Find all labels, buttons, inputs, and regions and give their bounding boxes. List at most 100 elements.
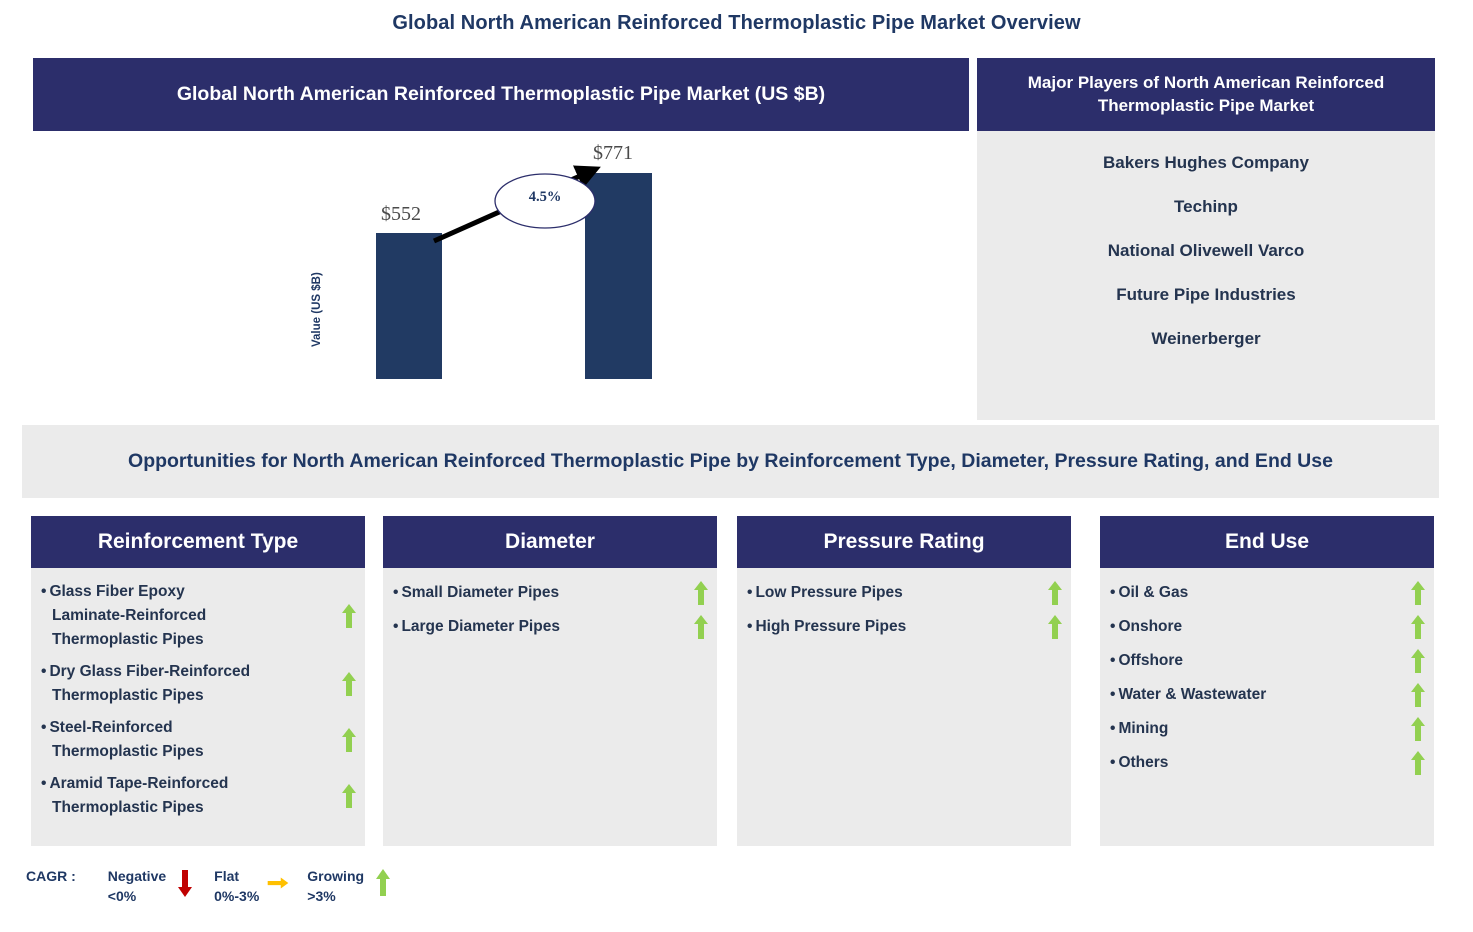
list-item-line1: Large Diameter Pipes — [401, 617, 560, 635]
major-players-list: Bakers Hughes Company Techinp National O… — [977, 131, 1435, 420]
list-item: Weinerberger — [1151, 329, 1261, 348]
arrow-up-icon — [1410, 716, 1426, 742]
legend-item-growing: Growing >3% — [307, 866, 398, 907]
list-item[interactable]: • Others — [1110, 750, 1426, 776]
bullet-icon: • — [393, 617, 399, 635]
list-item-line1: Water & Wastewater — [1118, 685, 1267, 703]
list-item-text: • Offshore — [1110, 649, 1404, 673]
list-item[interactable]: • Steel-Reinforced Thermoplastic Pipes — [41, 716, 357, 764]
column-header: End Use — [1100, 516, 1434, 568]
bullet-icon: • — [1110, 583, 1116, 601]
arrow-up-icon — [341, 671, 357, 697]
list-item-line2: Thermoplastic Pipes — [52, 687, 204, 705]
list-item[interactable]: • Offshore — [1110, 648, 1426, 674]
arrow-up-icon — [693, 580, 709, 606]
arrow-down-icon — [174, 866, 196, 900]
cagr-annotation-label: 4.5% — [528, 189, 562, 205]
list-item-text: • Others — [1110, 751, 1404, 775]
legend-range: <0% — [107, 888, 137, 905]
y-axis-label: Value (US $B) — [311, 272, 323, 347]
list-item-text: • Dry Glass Fiber-Reinforced Thermoplasti… — [41, 660, 335, 708]
column-header: Reinforcement Type — [31, 516, 365, 568]
bullet-icon: • — [1110, 617, 1116, 635]
arrow-right-icon — [267, 866, 289, 900]
bullet-icon: • — [1110, 651, 1116, 669]
column-diameter: Diameter • Small Diameter Pipes • Large Di… — [383, 516, 717, 846]
list-item-text: • Small Diameter Pipes — [393, 581, 687, 605]
market-chart-card: Global North American Reinforced Thermop… — [33, 58, 969, 492]
list-item-line1: Aramid Tape-Reinforced — [49, 775, 229, 793]
column-body: • Small Diameter Pipes • Large Diameter Pi… — [383, 568, 717, 846]
list-item: Future Pipe Industries — [1116, 285, 1296, 304]
list-item-text: • Onshore — [1110, 615, 1404, 639]
list-item-line1: Offshore — [1118, 651, 1184, 669]
list-item-line1: Mining — [1118, 719, 1169, 737]
bullet-icon: • — [393, 583, 399, 601]
arrow-up-icon — [1410, 682, 1426, 708]
list-item[interactable]: • Small Diameter Pipes — [393, 580, 709, 606]
column-header: Pressure Rating — [737, 516, 1071, 568]
list-item[interactable]: • Mining — [1110, 716, 1426, 742]
chart-body: Value (US $B) $552 $771 2025 2032 — [33, 131, 969, 492]
legend-name: Negative — [107, 868, 167, 884]
arrow-up-icon — [341, 727, 357, 753]
page-title: Global North American Reinforced Thermop… — [392, 12, 1081, 34]
list-item-line1: Low Pressure Pipes — [755, 583, 903, 601]
legend-label-growing: Growing >3% — [307, 866, 364, 907]
list-item[interactable]: • Water & Wastewater — [1110, 682, 1426, 708]
list-item-text: • Steel-Reinforced Thermoplastic Pipes — [41, 716, 335, 764]
column-header: Diameter — [383, 516, 717, 568]
opportunities-banner-text: Opportunities for North American Reinfor… — [128, 449, 1333, 472]
column-body: • Low Pressure Pipes • High Pressure Pipes — [737, 568, 1071, 846]
arrow-up-icon — [1047, 580, 1063, 606]
legend-item-negative: Negative <0% — [108, 866, 200, 907]
cagr-arrow — [432, 165, 601, 244]
list-item-text: • Oil & Gas — [1110, 581, 1404, 605]
bar-chart-plot: Value (US $B) $552 $771 2025 2032 — [33, 131, 969, 492]
arrow-up-icon — [1410, 614, 1426, 640]
list-item[interactable]: • Glass Fiber Epoxy Laminate-Reinforced T… — [41, 580, 357, 652]
bullet-icon: • — [41, 583, 47, 600]
arrow-up-icon — [341, 783, 357, 809]
bullet-icon: • — [1110, 685, 1116, 703]
list-item-line1: Steel-Reinforced — [49, 719, 173, 737]
list-item-text: • Water & Wastewater — [1110, 683, 1404, 707]
opportunity-columns: Reinforcement Type • Glass Fiber Epoxy La… — [0, 516, 1473, 846]
arrow-up-icon — [1047, 614, 1063, 640]
list-item[interactable]: • Oil & Gas — [1110, 580, 1426, 606]
list-item-line2: Thermoplastic Pipes — [52, 799, 204, 817]
arrow-up-icon — [1410, 580, 1426, 606]
legend-range: >3% — [307, 888, 336, 905]
opportunities-banner: Opportunities for North American Reinfor… — [22, 425, 1439, 498]
list-item[interactable]: • Dry Glass Fiber-Reinforced Thermoplasti… — [41, 660, 357, 708]
list-item[interactable]: • High Pressure Pipes — [747, 614, 1063, 640]
major-players-card: Major Players of North American Reinforc… — [977, 58, 1435, 420]
bullet-icon: • — [747, 583, 753, 601]
list-item-line1: Others — [1118, 753, 1169, 771]
cagr-legend: CAGR : Negative <0% Flat 0%-3% Growing >… — [26, 866, 412, 907]
list-item-line1: Onshore — [1118, 617, 1183, 635]
list-item-text: • Large Diameter Pipes — [393, 615, 687, 639]
legend-label-negative: Negative <0% — [108, 866, 166, 907]
list-item: Techinp — [1174, 197, 1238, 216]
bullet-icon: • — [1110, 719, 1116, 737]
legend-name: Flat — [214, 868, 240, 884]
chart-card-title: Global North American Reinforced Thermop… — [33, 58, 969, 131]
list-item-line2: Laminate-Reinforced — [52, 607, 207, 625]
list-item[interactable]: • Low Pressure Pipes — [747, 580, 1063, 606]
bar-2032 — [585, 173, 652, 379]
list-item[interactable]: • Large Diameter Pipes — [393, 614, 709, 640]
column-end-use: End Use • Oil & Gas • Onshore — [1100, 516, 1434, 846]
bullet-icon: • — [41, 775, 47, 793]
column-body: • Oil & Gas • Onshore • Offshore — [1100, 568, 1434, 846]
legend-range: 0%-3% — [214, 888, 260, 905]
list-item[interactable]: • Aramid Tape-Reinforced Thermoplastic Pi… — [41, 772, 357, 820]
list-item-text: • Glass Fiber Epoxy Laminate-Reinforced T… — [41, 580, 335, 652]
list-item[interactable]: • Onshore — [1110, 614, 1426, 640]
list-item-line1: High Pressure Pipes — [755, 617, 907, 635]
legend-item-flat: Flat 0%-3% — [214, 866, 293, 907]
list-item-line1: Small Diameter Pipes — [401, 583, 560, 601]
bullet-icon: • — [41, 663, 47, 681]
arrow-up-icon — [341, 603, 357, 629]
bullet-icon: • — [1110, 753, 1116, 771]
